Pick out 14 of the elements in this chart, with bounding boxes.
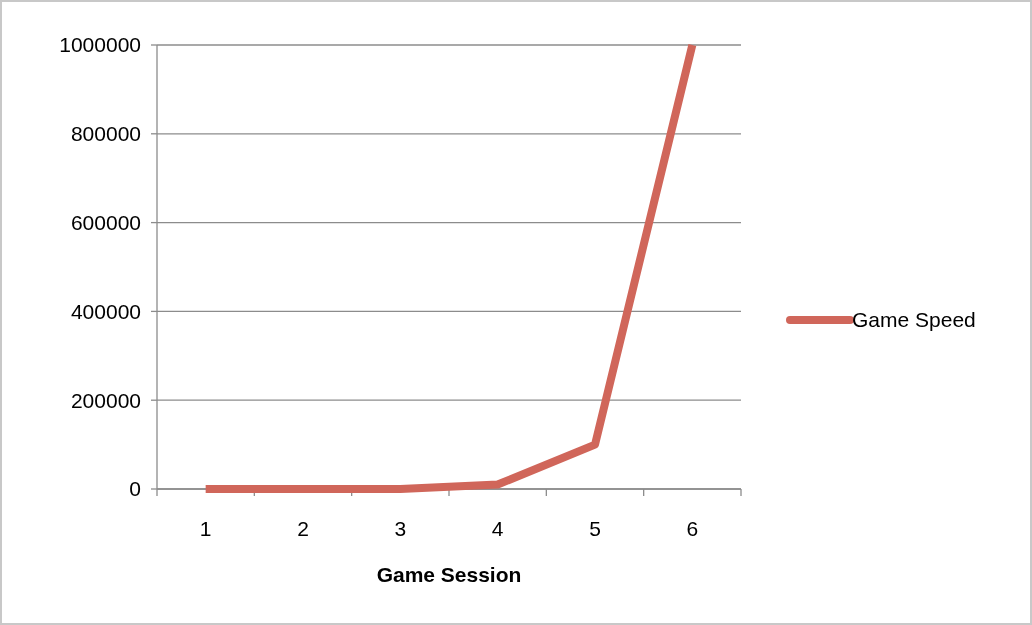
- y-tick-label: 0: [129, 477, 141, 501]
- y-tick-label: 200000: [70, 388, 141, 412]
- x-tick-label: 4: [491, 517, 504, 540]
- legend-label: Game Speed: [852, 308, 976, 332]
- y-tick-label: 600000: [70, 210, 141, 234]
- x-axis-title: Game Session: [376, 563, 522, 586]
- x-tick-label: 1: [199, 517, 212, 540]
- x-tick-label: 5: [589, 517, 601, 540]
- x-tick-label: 3: [394, 517, 407, 540]
- x-tick-label: 2: [297, 517, 309, 540]
- y-tick-label: 1000000: [59, 33, 141, 57]
- x-tick-label: 6: [686, 517, 699, 540]
- y-tick-label: 400000: [70, 299, 141, 323]
- y-tick-label: 800000: [70, 122, 141, 146]
